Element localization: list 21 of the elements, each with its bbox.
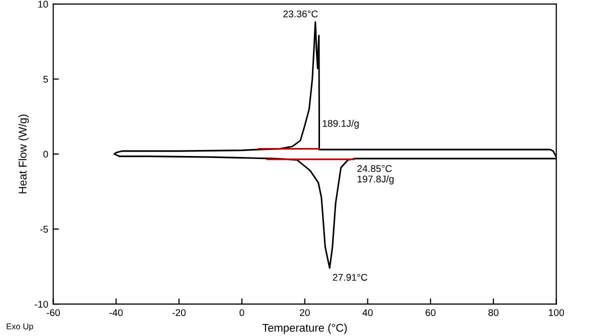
- x-tick-label: 60: [426, 309, 436, 316]
- annotation: 23.36°C: [283, 10, 318, 18]
- y-tick-label: -5: [40, 226, 48, 233]
- y-tick-label: 5: [43, 76, 48, 83]
- annotation: 27.91°C: [332, 274, 368, 281]
- y-tick-label: 0: [43, 150, 48, 158]
- x-tick-label: 40: [362, 309, 373, 316]
- x-tick-label: -20: [172, 309, 186, 316]
- x-axis-title: Temperature (°C): [262, 324, 347, 334]
- y-tick-label: -10: [34, 300, 48, 308]
- text: Exo Up: [6, 324, 34, 332]
- x-tick-label: 100: [548, 309, 564, 316]
- y-tick-label: 10: [38, 0, 48, 8]
- annotation: 24.85°C 197.8J/g: [357, 165, 394, 184]
- annotation: 189.1J/g: [322, 120, 359, 129]
- x-tick-label: 20: [300, 309, 310, 316]
- x-tick-label: 80: [488, 309, 498, 316]
- x-tick-label: -40: [110, 309, 123, 316]
- y-axis-title: Heat Flow (W/g): [18, 114, 29, 194]
- x-tick-label: -60: [46, 309, 60, 316]
- x-tick-label: 0: [240, 309, 244, 316]
